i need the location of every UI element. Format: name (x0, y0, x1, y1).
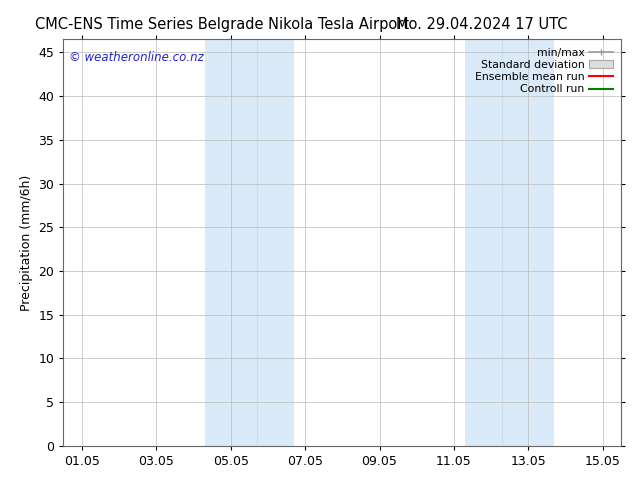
Text: CMC-ENS Time Series Belgrade Nikola Tesla Airport: CMC-ENS Time Series Belgrade Nikola Tesl… (35, 17, 409, 32)
Y-axis label: Precipitation (mm/6h): Precipitation (mm/6h) (20, 174, 33, 311)
Bar (205, 39, 294, 446)
Legend: min/max, Standard deviation, Ensemble mean run, Controll run: min/max, Standard deviation, Ensemble me… (472, 45, 616, 98)
Text: Mo. 29.04.2024 17 UTC: Mo. 29.04.2024 17 UTC (396, 17, 567, 32)
Bar (465, 39, 554, 446)
Text: © weatheronline.co.nz: © weatheronline.co.nz (69, 51, 204, 64)
